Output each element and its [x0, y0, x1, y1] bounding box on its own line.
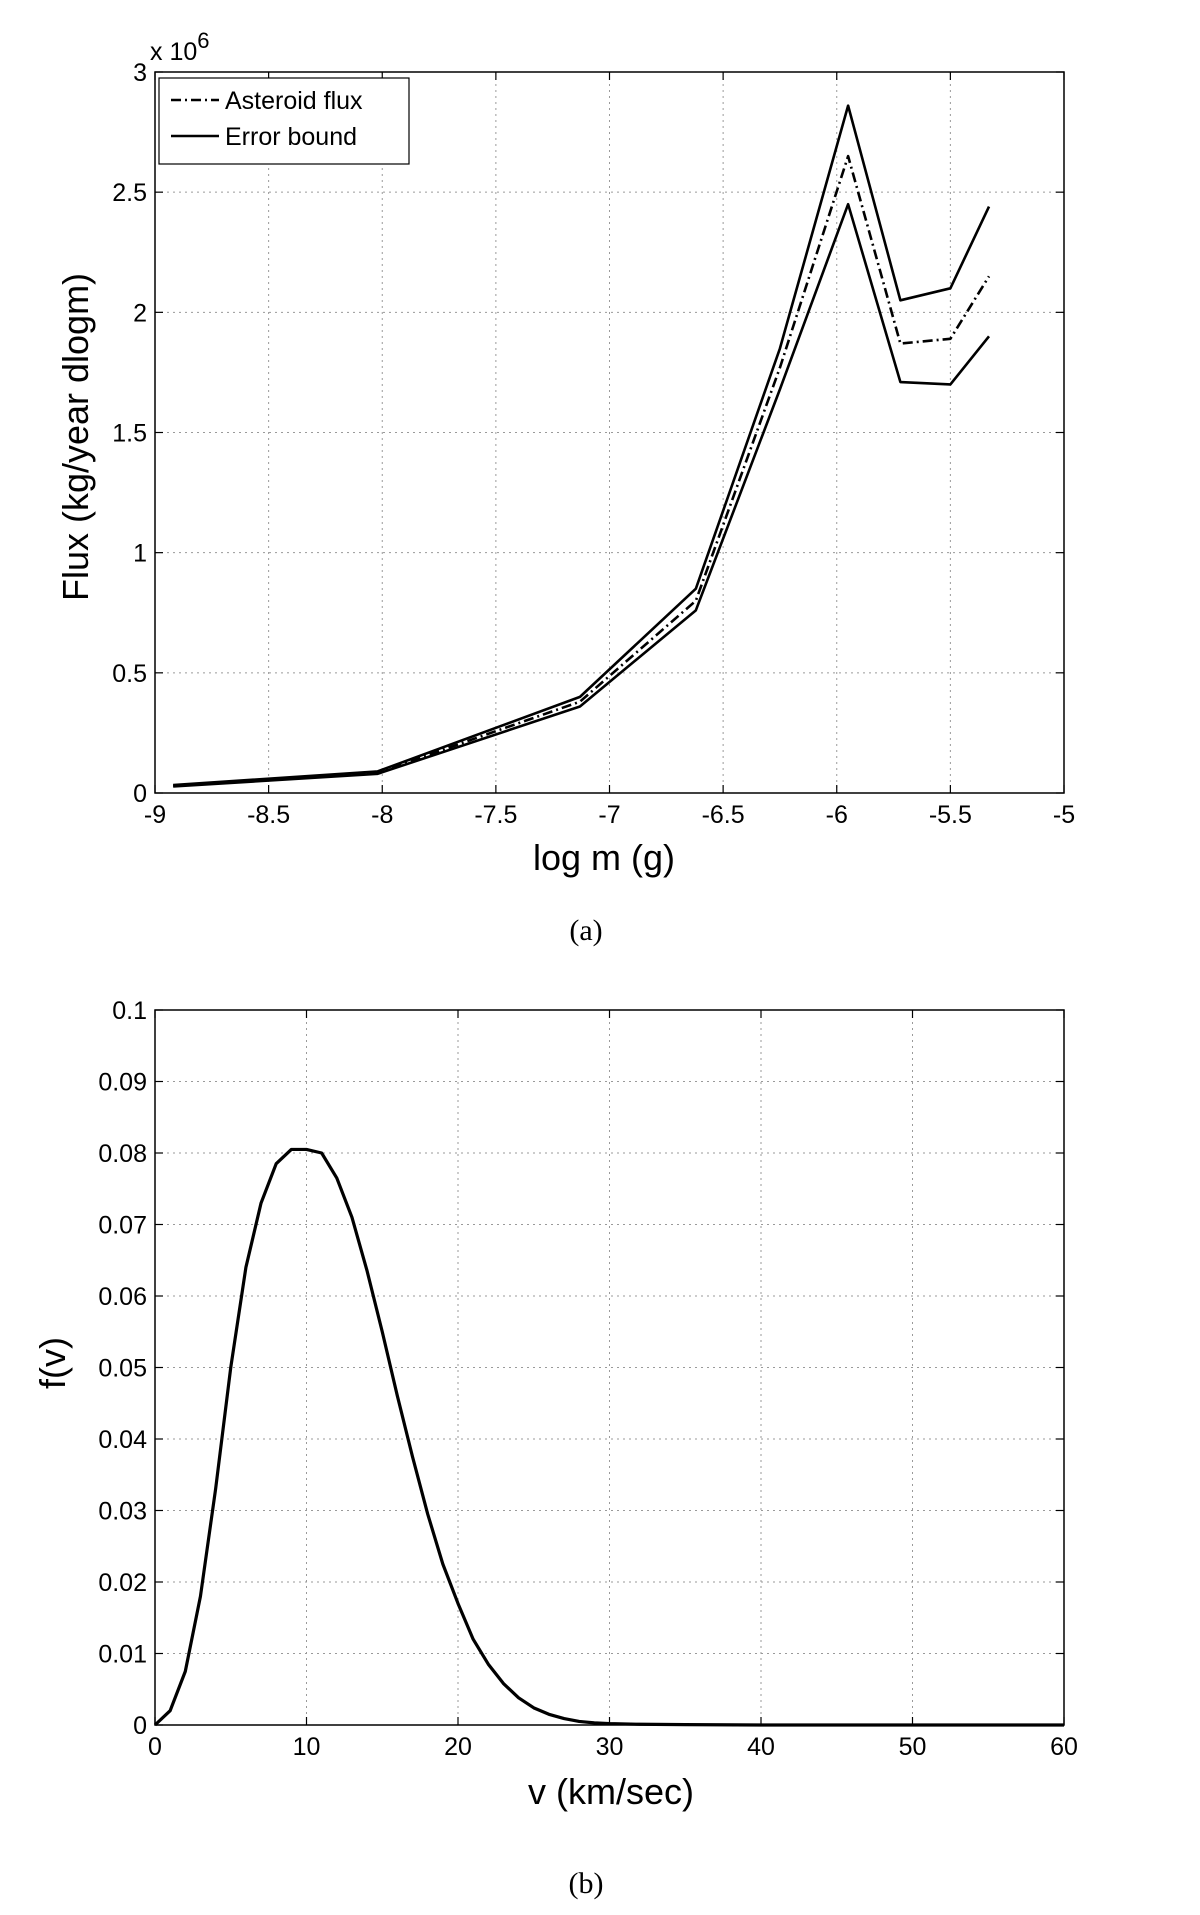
y-tick-label: 0.09: [98, 1069, 147, 1097]
y-tick-label: 0: [133, 780, 147, 808]
panel-caption-b: (b): [569, 1867, 604, 1900]
chart-panel-a: -9 -8.5 -8 -7.5 -7 -6.5 -6 -5.5 -5 0 0.5 1 1.5 2 2.5 3…: [55, 28, 1075, 947]
y-tick-label: 0.1: [112, 997, 147, 1025]
y-tick-label: 0.08: [98, 1140, 147, 1168]
legend-label: Asteroid flux: [225, 87, 363, 115]
y-tick-label: 0.04: [98, 1426, 147, 1454]
x-tick-label: 60: [1050, 1733, 1078, 1761]
y-tick-label: 0.07: [98, 1212, 147, 1240]
y-tick-label: 0: [133, 1712, 147, 1740]
y-tick-label: 1.5: [112, 420, 147, 448]
error-bound-line: [173, 104, 991, 787]
x-axis-label-b: v (km/sec): [528, 1771, 694, 1812]
y-tick-label: 0.01: [98, 1641, 147, 1669]
x-tick-label: -5.5: [929, 801, 972, 829]
grid-lines-a: [155, 72, 1064, 793]
x-tick-label: -7: [598, 801, 620, 829]
series-2-line: [173, 202, 991, 788]
x-tick-label: 30: [596, 1733, 624, 1761]
y-tick-label: 0.06: [98, 1283, 147, 1311]
x-tick-label: 10: [293, 1733, 321, 1761]
legend-box: [158, 77, 410, 165]
y-axis-label-a: Flux (kg/year dlogm): [55, 273, 96, 601]
y-tick-labels-b: 0 0.01 0.02 0.03 0.04 0.05 0.06 0.07 0.08 0.09 0.1: [98, 997, 1064, 1740]
asteroid-flux-line: [173, 154, 991, 788]
series-0-line: [153, 1147, 1064, 1727]
y-tick-label: 0.02: [98, 1569, 147, 1597]
x-tick-label: 20: [444, 1733, 472, 1761]
y-tick-label: 0.05: [98, 1355, 147, 1383]
legend-label: Error bound: [225, 123, 357, 151]
x-tick-label: -6.5: [702, 801, 745, 829]
y-tick-label: 3: [133, 59, 147, 87]
x-tick-label: -8.5: [247, 801, 290, 829]
grid-lines-b: [155, 1010, 1064, 1725]
series-lines-b: [153, 1147, 1064, 1727]
y-multiplier-a: x 106: [150, 28, 210, 66]
x-tick-label: -6: [826, 801, 848, 829]
x-axis-label-a: log m (g): [533, 837, 675, 878]
x-tick-label: 0: [148, 1733, 162, 1761]
x-tick-label: 50: [899, 1733, 927, 1761]
y-axis-label-b: f(v): [32, 1337, 73, 1389]
x-tick-label: -5: [1053, 801, 1075, 829]
x-tick-labels-a: -9 -8.5 -8 -7.5 -7 -6.5 -6 -5.5 -5: [144, 72, 1075, 829]
y-tick-labels-a: 0 0.5 1 1.5 2 2.5 3: [112, 59, 1064, 808]
legend-a: Asteroid flux Error bound: [158, 77, 410, 165]
y-tick-label: 2.5: [112, 179, 147, 207]
x-tick-labels-b: 0 10 20 30 40 50 60: [148, 1010, 1078, 1761]
y-tick-label: 1: [133, 540, 147, 568]
x-tick-label: -8: [371, 801, 393, 829]
chart-panel-b: 0 10 20 30 40 50 60 00.010.020.030.040.050.060…: [32, 997, 1078, 1900]
y-tick-label: 2: [133, 299, 147, 327]
x-tick-label: -7.5: [474, 801, 517, 829]
y-tick-label: 0.03: [98, 1498, 147, 1526]
series-lines-a: [173, 104, 991, 788]
panel-caption-a: (a): [569, 914, 602, 947]
x-tick-label: -9: [144, 801, 166, 829]
x-tick-label: 40: [747, 1733, 775, 1761]
y-tick-label: 0.5: [112, 660, 147, 688]
